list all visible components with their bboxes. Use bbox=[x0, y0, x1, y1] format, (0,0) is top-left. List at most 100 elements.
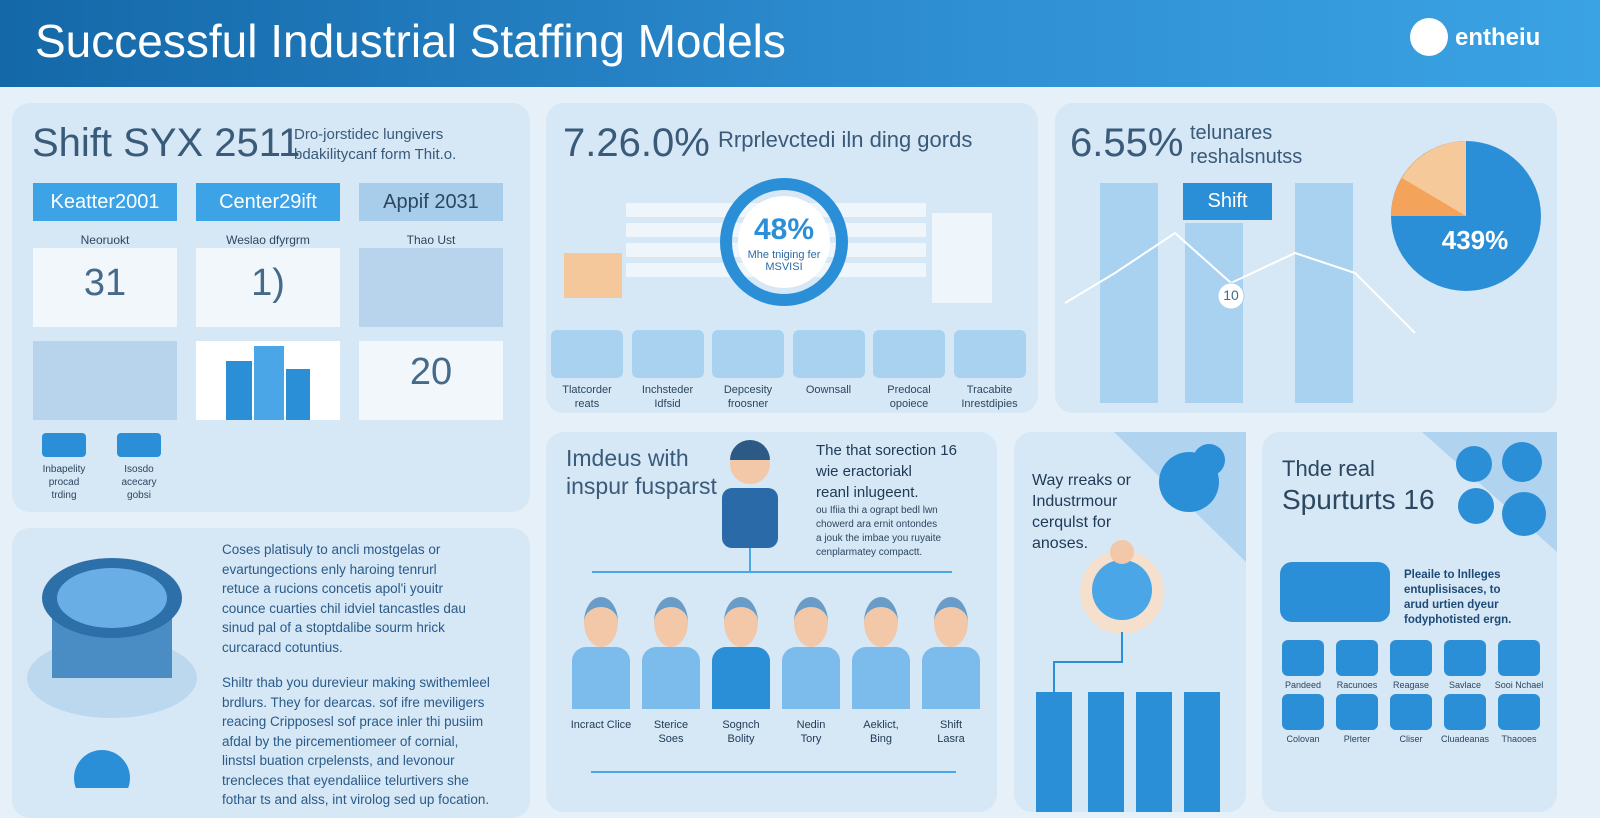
text-line: bdakilitycanf form Thit.o. bbox=[294, 146, 457, 163]
support-icon-label: Colovan bbox=[1286, 734, 1320, 744]
text-line: a jouk the imbae you ruyaite bbox=[816, 533, 942, 544]
tab: Keatter2001 bbox=[33, 183, 177, 221]
text-line: Sterice bbox=[653, 719, 689, 731]
text-panel: Coses platisuly to ancli mostgelas or eva… bbox=[12, 528, 530, 818]
text-line: Coses platisuly to ancli mostgelas or bbox=[222, 542, 441, 557]
support-icon-label: Savlace bbox=[1448, 680, 1482, 690]
text-line: Mhe tniging fer bbox=[747, 249, 821, 261]
shift-panel: Shift SYX 2511 Dro-jorstidec lungivers bd… bbox=[12, 103, 530, 512]
column-label: Weslao dfyrgrm bbox=[226, 233, 310, 247]
support-graphic bbox=[1280, 432, 1557, 622]
card-value: 20 bbox=[409, 351, 453, 393]
text-line: evartungections enly haroing tenrurl bbox=[222, 561, 437, 577]
text-line: Nedin bbox=[796, 719, 826, 731]
support-icon-label: Cliser bbox=[1399, 734, 1423, 744]
support-icon-label: Cluadeanas bbox=[1440, 734, 1490, 744]
support-icon-label: Plerter bbox=[1343, 734, 1371, 744]
donut-caption: Mhe tniging fer MSVISI bbox=[724, 249, 844, 273]
person-body bbox=[922, 647, 980, 709]
text-line: Pleaile to lnlleges bbox=[1404, 569, 1501, 581]
text-line: gobsi bbox=[127, 490, 151, 501]
text-line: Inrestdipies bbox=[961, 398, 1018, 410]
text-line: Predocal bbox=[887, 384, 931, 396]
text-line: Depcesity bbox=[723, 384, 773, 396]
paragraph: Coses platisuly to ancli mostgelas or eva… bbox=[222, 540, 490, 657]
team-note: ou Ifiia thi a ograpt bedl lwn chowerd ar… bbox=[816, 504, 941, 560]
text-line: ou Ifiia thi a ograpt bedl lwn bbox=[816, 505, 938, 516]
tab: Appif 2031 bbox=[359, 183, 503, 221]
person-body bbox=[852, 647, 910, 709]
text-line: acecary bbox=[121, 477, 157, 488]
text-line: Bing bbox=[869, 733, 893, 745]
text-line: wie eractoriakl bbox=[816, 463, 912, 480]
rate-caption: Rrprlevctedi iln ding gords bbox=[718, 127, 973, 152]
support-icon-label: Pandeed bbox=[1284, 680, 1322, 690]
text-line: reats bbox=[574, 398, 600, 410]
text-line: anoses. bbox=[1032, 535, 1089, 552]
card-image bbox=[359, 248, 503, 327]
support-panel: Thde real Spurturts 16 Pleaile to lnlleg… bbox=[1262, 432, 1557, 812]
text-line: trencleces that eyendaliice telurtivers … bbox=[222, 772, 469, 788]
text-line: reshalsnutss bbox=[1190, 146, 1303, 168]
shift-heading: Shift SYX 2511 bbox=[32, 121, 301, 165]
text-line: Aeklict, bbox=[863, 719, 899, 731]
text-line: afdal by the pircementiomeer of cornial, bbox=[222, 733, 459, 749]
support-icon bbox=[1390, 640, 1432, 676]
icon-box bbox=[631, 330, 704, 378]
support-text: Pleaile to lnlleges entuplisisaces, to aru… bbox=[1404, 568, 1511, 628]
badge-icon bbox=[42, 433, 86, 457]
team-graphic bbox=[591, 440, 956, 773]
text-line: Soes bbox=[658, 733, 684, 745]
person-head bbox=[794, 597, 828, 647]
support-icon bbox=[1444, 694, 1486, 730]
icon-label: Inchsteder Idfsid bbox=[623, 383, 713, 411]
text-line: Industrmour bbox=[1032, 493, 1118, 510]
text-line: reanl inlugeent. bbox=[816, 484, 919, 501]
logo-text: entheiu bbox=[1455, 24, 1541, 51]
person-label: Sterice Soes bbox=[632, 718, 710, 746]
shift-subtitle: Dro-jorstidec lungivers bdakilitycanf for… bbox=[294, 125, 456, 165]
support-icon bbox=[1498, 694, 1540, 730]
text-line: chowerd ara ernit ontondes bbox=[816, 519, 938, 530]
text-line: Bolity bbox=[727, 733, 755, 745]
text-line: sinud pal of a stoptdalibe sourm hrick bbox=[222, 620, 445, 635]
way-graphic bbox=[1036, 432, 1246, 812]
badge-label: Isosdo acecary gobsi bbox=[109, 463, 169, 502]
person-body bbox=[712, 647, 770, 709]
text-line: opoiece bbox=[889, 398, 929, 410]
paragraph: Shiltr thab you durevieur making swithem… bbox=[222, 673, 490, 810]
person-head bbox=[864, 597, 898, 647]
icon-box bbox=[792, 330, 865, 378]
share-caption: telunares reshalsnutss bbox=[1190, 121, 1302, 169]
icon-label: Predocal opoiece bbox=[864, 383, 954, 411]
support-icon bbox=[1282, 694, 1324, 730]
person-label: Incract Clice bbox=[562, 718, 640, 732]
support-icon-label: Reagase bbox=[1392, 680, 1430, 690]
person-head bbox=[724, 597, 758, 647]
text-line: brdlurs. They for dearcas. sof ifre mevi… bbox=[222, 694, 485, 710]
badge-icon bbox=[117, 433, 161, 457]
badge-label: Inbapelity procad trding bbox=[34, 463, 94, 502]
icon-label: Tlatcorder reats bbox=[542, 383, 632, 411]
person-body bbox=[642, 647, 700, 709]
text-line: reacing Cripposesl sof prace inler thi p… bbox=[222, 714, 484, 729]
icon-box bbox=[873, 330, 945, 378]
rate-panel: 7.26.0% Rrprlevctedi iln ding gords 48% … bbox=[546, 103, 1038, 413]
text-line: Isosdo bbox=[124, 464, 154, 475]
support-heading: Spurturts 16 bbox=[1282, 484, 1435, 515]
text-line: Shift bbox=[939, 719, 962, 731]
support-icon bbox=[1336, 694, 1378, 730]
card-image bbox=[33, 341, 177, 420]
text-line: cenplarmatey compactt. bbox=[816, 547, 923, 558]
illustration bbox=[27, 558, 197, 788]
support-icon bbox=[1444, 640, 1486, 676]
person-head bbox=[934, 597, 968, 647]
text-line: Inbapelity bbox=[42, 464, 86, 475]
text-line: linstsl buation crpelensts, and levonour bbox=[222, 753, 455, 768]
share-badge: Shift bbox=[1183, 183, 1272, 220]
support-icon bbox=[1498, 640, 1540, 676]
way-panel: Way rreaks or Industrmour cerqulst for anos… bbox=[1014, 432, 1246, 812]
support-kicker: Thde real bbox=[1282, 456, 1375, 481]
share-stat: 6.55% bbox=[1070, 121, 1184, 165]
